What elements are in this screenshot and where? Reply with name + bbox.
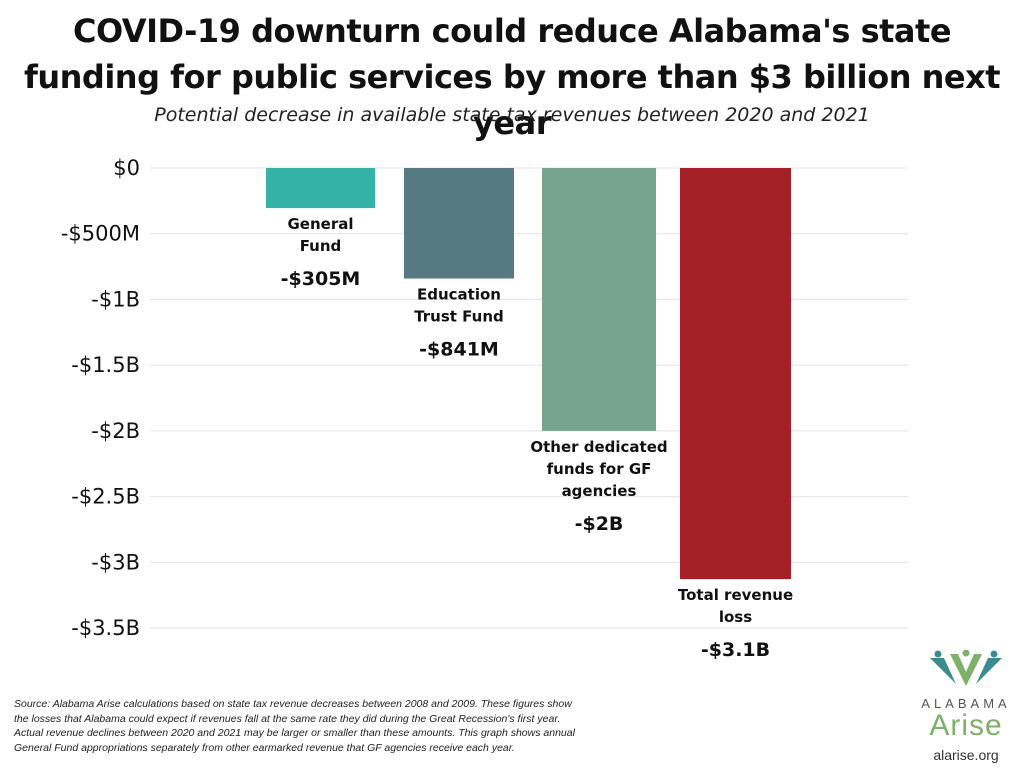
y-tick-label: -$2B [91, 419, 140, 443]
source-note: Source: Alabama Arise calculations based… [14, 698, 575, 754]
bar [542, 168, 656, 431]
category-label: loss [719, 608, 752, 626]
y-tick-label: -$3.5B [71, 616, 140, 640]
website-link[interactable]: alarise.org [933, 747, 999, 763]
bar [266, 168, 375, 209]
logo-state-text: ALABAMA [921, 696, 1011, 711]
y-tick-label: -$1.5B [71, 353, 140, 377]
category-label: Education [417, 286, 501, 304]
bar [404, 168, 514, 279]
y-tick-label: -$500M [61, 222, 140, 246]
category-label: General [288, 215, 354, 233]
logo-name-text: Arise [929, 709, 1003, 742]
value-label: -$305M [281, 268, 361, 290]
alabama-arise-logo: ALABAMA Arise alarise.org [918, 649, 1014, 763]
category-label: Fund [300, 237, 342, 255]
revenue-bar-chart: $0 -$500M -$1B -$1.5B -$2B -$2.5B -$3B -$3.5B Ge… [61, 156, 908, 661]
chart-title: COVID-19 downturn could reduce Alabama's… [23, 12, 1001, 142]
value-label: -$2B [575, 513, 624, 535]
category-label: funds for GF [547, 460, 652, 478]
people-icon [930, 649, 1002, 686]
y-tick-label: -$3B [91, 550, 140, 574]
category-label: Trust Fund [414, 308, 504, 326]
category-label: agencies [562, 482, 637, 500]
category-label: Total revenue [678, 586, 793, 604]
bar [680, 168, 791, 580]
category-label: Other dedicated [530, 438, 667, 456]
y-tick-label: -$1B [91, 287, 140, 311]
chart-subtitle: Potential decrease in available state ta… [154, 104, 870, 126]
value-label: -$3.1B [701, 639, 770, 661]
y-tick-label: -$2.5B [71, 485, 140, 509]
y-tick-label: $0 [113, 156, 140, 180]
value-label: -$841M [419, 339, 499, 361]
